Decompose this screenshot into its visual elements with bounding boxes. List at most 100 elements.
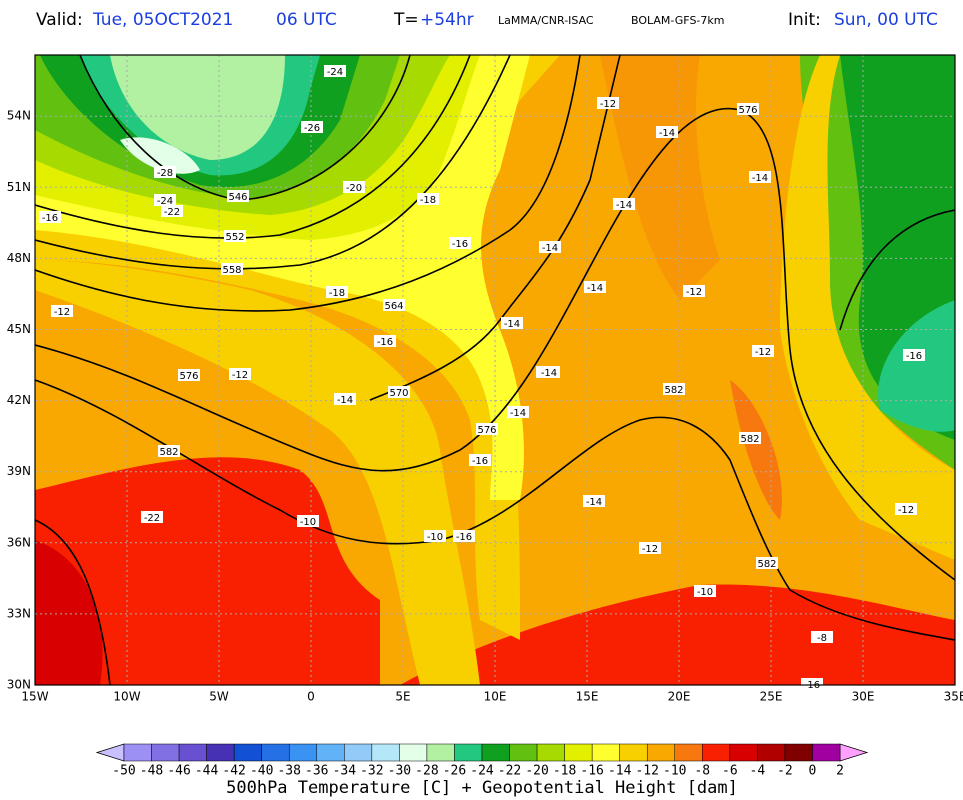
contour-label-bg xyxy=(903,349,925,361)
contour-label: -14 xyxy=(587,283,603,294)
contour-label-bg xyxy=(449,237,471,249)
model: BOLAM-GFS-7km xyxy=(631,14,724,27)
colorbar-label: -26 xyxy=(443,764,466,779)
contour-label-bg xyxy=(663,383,685,395)
contour-label-bg xyxy=(656,126,678,138)
contour-label-bg xyxy=(301,121,323,133)
axis-labels: 15W 10W 5W 0 5E 10E 15E 20E 25E 30E 35E 30N 33N 36N 39… xyxy=(7,109,963,704)
contour-label-bg xyxy=(221,263,243,275)
contour-label-bg xyxy=(538,366,560,378)
contour-label: -14 xyxy=(616,200,632,211)
contour-label-bg xyxy=(324,65,346,77)
colorbar-label: -18 xyxy=(553,764,576,779)
contour-label-bg xyxy=(383,299,405,311)
contour-label-bg xyxy=(158,445,180,457)
colorbar-swatch xyxy=(288,743,318,762)
contour-label: -10 xyxy=(427,532,443,543)
valid-hour: 06 UTC xyxy=(276,10,337,30)
colorbar-label: -46 xyxy=(167,764,190,779)
colorbar-swatch xyxy=(619,743,648,762)
colorbar-swatch xyxy=(757,743,786,762)
colorbar-swatch xyxy=(426,743,455,762)
colorbar-swatch xyxy=(261,743,290,762)
colorbar-label: -12 xyxy=(635,764,658,779)
contour-label: -12 xyxy=(642,544,658,555)
lon-label: 10E xyxy=(484,690,507,704)
lon-label: 30E xyxy=(852,690,875,704)
contour-label-bg xyxy=(539,241,561,253)
colorbar-label: 0 xyxy=(809,764,817,779)
contour-label: 576 xyxy=(738,105,757,116)
contour-label-bg xyxy=(154,166,176,178)
contour-label-bg xyxy=(417,193,439,205)
contour-label-bg xyxy=(683,285,705,297)
contour-label: -12 xyxy=(600,99,616,110)
contour-label-bg xyxy=(388,386,410,398)
colorbar-label: -20 xyxy=(525,764,548,779)
contour-label-bg xyxy=(639,542,661,554)
colorbar-swatch xyxy=(591,743,620,762)
contour-label-bg xyxy=(453,530,475,542)
colorbar-label: -48 xyxy=(140,764,163,779)
colorbar-label: -32 xyxy=(360,764,383,779)
geopotential-contours xyxy=(35,55,955,685)
map-frame xyxy=(34,54,956,686)
lon-label: 35E xyxy=(944,690,963,704)
contour-label: -14 xyxy=(337,395,353,406)
contour-label: -26 xyxy=(304,123,320,134)
colorbar-swatch xyxy=(454,743,483,762)
lat-label: 36N xyxy=(7,535,31,549)
colorbar-swatch xyxy=(812,743,841,762)
colorbar-label: -4 xyxy=(750,764,766,779)
contour-label-bg xyxy=(326,286,348,298)
contour-label-bg xyxy=(141,511,163,523)
colorbar-label: -50 xyxy=(112,764,135,779)
lat-label: 33N xyxy=(7,606,31,620)
colorbar-label: 2 xyxy=(836,764,844,779)
lon-label: 5E xyxy=(395,690,410,704)
contour-label: -14 xyxy=(752,173,768,184)
colorbar-title: 500hPa Temperature [C] + Geopotential He… xyxy=(226,778,738,798)
colorbar-swatch xyxy=(509,743,538,762)
colorbar-label: -40 xyxy=(250,764,273,779)
colorbar-label: -24 xyxy=(470,764,494,779)
contour-label: 582 xyxy=(757,559,776,570)
contour-label: -20 xyxy=(346,183,362,194)
colorbar-swatch xyxy=(784,743,813,762)
contour-label: -12 xyxy=(54,307,70,318)
contour-label-bg xyxy=(583,495,605,507)
colorbar-label: -28 xyxy=(415,764,438,779)
forecast-label: T= xyxy=(393,10,419,30)
colorbar-label: -44 xyxy=(195,764,219,779)
contour-label-bg xyxy=(374,335,396,347)
lat-label: 45N xyxy=(7,322,31,336)
contour-label: -16 xyxy=(472,456,488,467)
contour-label: -10 xyxy=(697,587,713,598)
contour-label: -16 xyxy=(377,337,393,348)
colorbar-swatch xyxy=(178,743,207,762)
contour-label: 546 xyxy=(228,192,247,203)
colorbar-swatch xyxy=(371,743,400,762)
contour-label: -16 xyxy=(456,532,472,543)
contour-label-bg xyxy=(229,368,251,380)
colorbar-label: -22 xyxy=(498,764,521,779)
contour-label: -22 xyxy=(144,513,160,524)
contour-label: -18 xyxy=(420,195,436,206)
lat-label: 39N xyxy=(7,464,31,478)
colorbar-left-arrow xyxy=(95,743,125,762)
contour-label-bg xyxy=(334,393,356,405)
contour-label: -24 xyxy=(157,196,173,207)
contour-label-bg xyxy=(739,432,761,444)
colorbar-swatch xyxy=(233,743,262,762)
lon-label: 20E xyxy=(668,690,691,704)
colorbar-swatch xyxy=(399,743,428,762)
contour-label: -10 xyxy=(300,517,316,528)
colorbar-label: -30 xyxy=(388,764,411,779)
contour-label: -14 xyxy=(504,319,520,330)
contour-label-bg xyxy=(756,557,778,569)
colorbar-swatch xyxy=(702,743,731,762)
contour-label: -12 xyxy=(898,505,914,516)
colorbar-swatch xyxy=(344,743,373,762)
contour-label: -28 xyxy=(157,168,173,179)
